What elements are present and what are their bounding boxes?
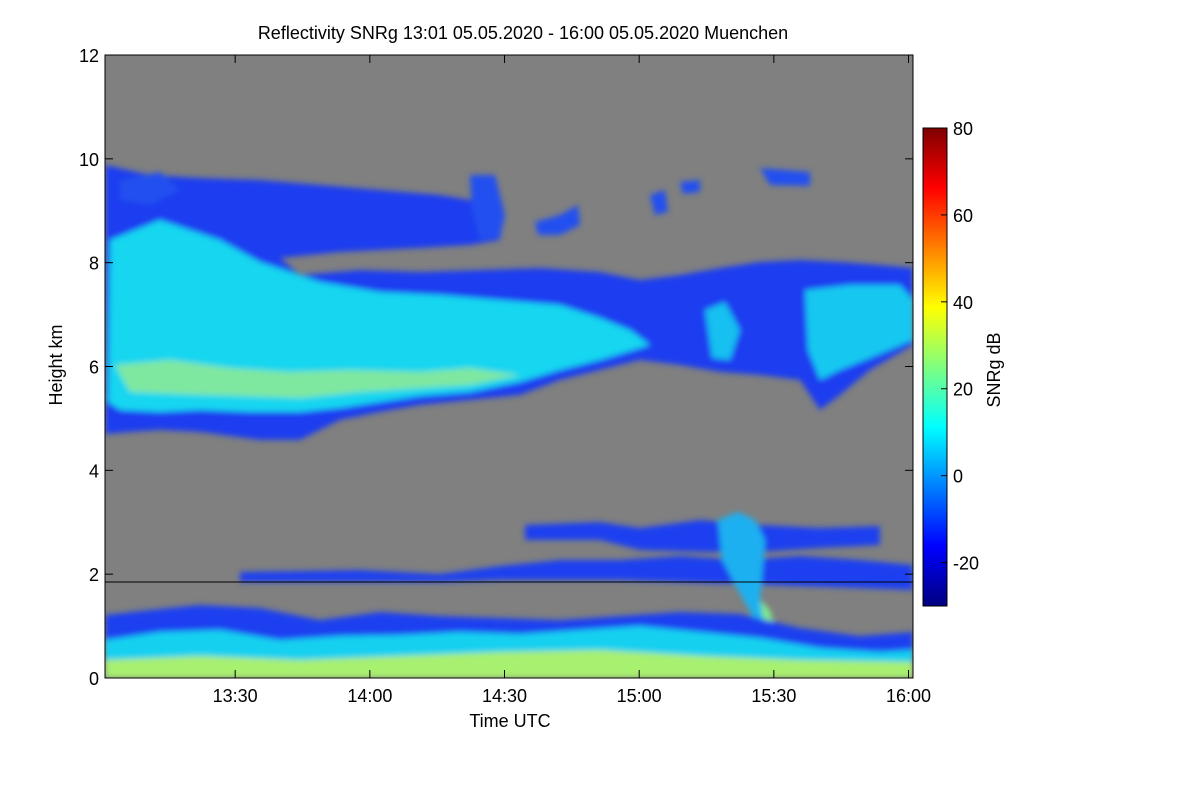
colorbar: -20 0 20 40 60 80 SNRg dB bbox=[922, 119, 1004, 607]
x-tick-label: 14:30 bbox=[482, 686, 527, 706]
y-tick-label: 4 bbox=[89, 461, 99, 481]
y-tick-label: 12 bbox=[79, 46, 99, 66]
colorbar-gradient bbox=[922, 127, 948, 607]
y-axis-label: Height km bbox=[46, 324, 66, 405]
x-tick-label: 16:00 bbox=[886, 686, 931, 706]
x-tick-label: 15:30 bbox=[751, 686, 796, 706]
upper-cloud-core bbox=[108, 220, 650, 412]
colorbar-tick-label: -20 bbox=[953, 554, 979, 574]
colorbar-tick-label: 0 bbox=[953, 467, 963, 487]
x-axis-ticks: 13:30 14:00 14:30 15:00 15:30 16:00 bbox=[213, 55, 931, 706]
cirrus-fragment bbox=[650, 190, 668, 215]
x-tick-label: 15:00 bbox=[617, 686, 662, 706]
cirrus-fragment bbox=[120, 172, 180, 205]
cirrus-fragment bbox=[535, 205, 580, 235]
colorbar-label: SNRg dB bbox=[984, 332, 1004, 407]
y-tick-label: 6 bbox=[89, 358, 99, 378]
upper-cloud-peak bbox=[115, 360, 520, 398]
upper-cloud-core-right bbox=[805, 285, 913, 380]
x-tick-label: 13:30 bbox=[213, 686, 258, 706]
y-axis-ticks: 0 2 4 6 8 10 12 bbox=[79, 46, 913, 689]
y-tick-label: 0 bbox=[89, 669, 99, 689]
colorbar-ticks: -20 0 20 40 60 80 bbox=[941, 119, 979, 574]
y-tick-label: 2 bbox=[89, 565, 99, 585]
echo-layer bbox=[105, 165, 913, 678]
chart-title: Reflectivity SNRg 13:01 05.05.2020 - 16:… bbox=[258, 23, 788, 43]
colorbar-tick-label: 40 bbox=[953, 293, 973, 313]
plot-area bbox=[105, 55, 913, 678]
colorbar-tick-label: 80 bbox=[953, 119, 973, 139]
colorbar-tick-label: 60 bbox=[953, 206, 973, 226]
cirrus-fragment bbox=[760, 168, 810, 186]
upper-cloud-core-mid bbox=[705, 302, 740, 360]
y-tick-label: 8 bbox=[89, 254, 99, 274]
colorbar-tick-label: 20 bbox=[953, 380, 973, 400]
y-tick-label: 10 bbox=[79, 150, 99, 170]
x-tick-label: 14:00 bbox=[347, 686, 392, 706]
x-axis-label: Time UTC bbox=[469, 711, 550, 731]
cirrus-fragment bbox=[470, 175, 505, 240]
mid-level-echo bbox=[525, 520, 880, 552]
boundary-layer-surface bbox=[105, 650, 913, 678]
cirrus-fragment bbox=[680, 180, 700, 194]
